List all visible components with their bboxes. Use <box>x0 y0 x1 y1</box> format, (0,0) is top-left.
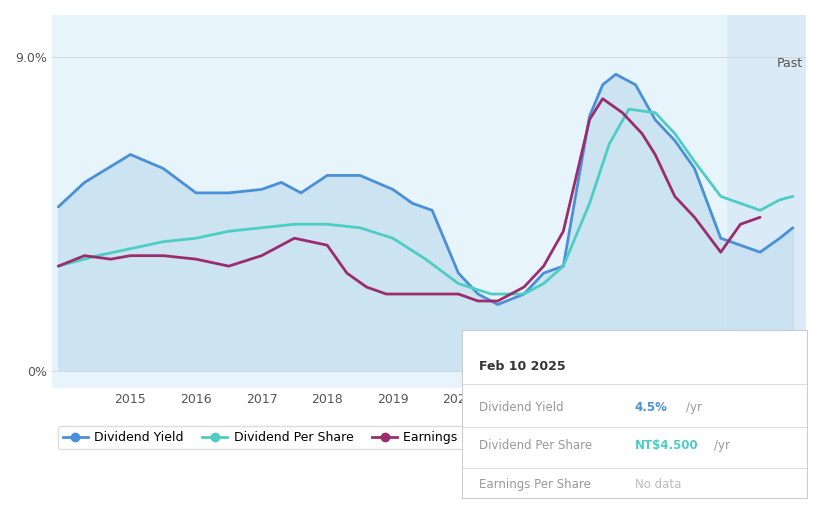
Text: NT$4.500: NT$4.500 <box>635 439 698 452</box>
Text: 4.5%: 4.5% <box>635 401 667 414</box>
Text: Past: Past <box>777 57 803 70</box>
Text: Dividend Per Share: Dividend Per Share <box>479 439 593 452</box>
Text: Dividend Yield: Dividend Yield <box>479 401 564 414</box>
Bar <box>727 15 806 388</box>
Legend: Dividend Yield, Dividend Per Share, Earnings Per Share: Dividend Yield, Dividend Per Share, Earn… <box>58 426 527 449</box>
Text: /yr: /yr <box>686 401 702 414</box>
Text: No data: No data <box>635 478 681 491</box>
Text: Feb 10 2025: Feb 10 2025 <box>479 360 566 373</box>
Text: Earnings Per Share: Earnings Per Share <box>479 478 591 491</box>
Text: /yr: /yr <box>714 439 730 452</box>
